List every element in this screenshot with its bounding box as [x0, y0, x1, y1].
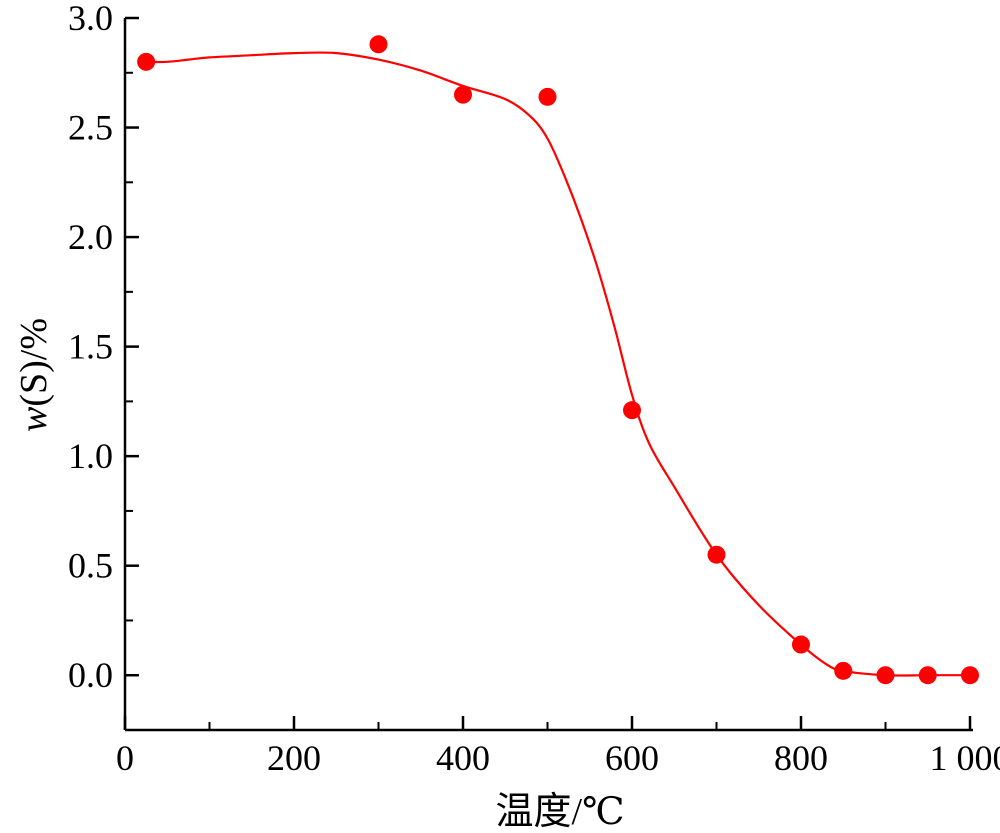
x-tick-label: 0 [116, 738, 134, 778]
y-axis-title-rest: (S)/% [13, 318, 55, 407]
y-tick-label: 3.0 [68, 0, 113, 38]
data-point [538, 87, 557, 106]
data-point [454, 85, 472, 104]
data-point [876, 666, 895, 685]
data-point [137, 52, 156, 71]
y-tick-label: 2.0 [68, 217, 113, 257]
fit-curve [146, 51, 970, 677]
x-tick-labels: 0 200 400 600 800 1 000 [116, 738, 1000, 778]
x-tick-label: 1 000 [930, 738, 1000, 778]
data-point [918, 666, 937, 685]
y-axis-ticks [125, 16, 139, 677]
y-axis-title-italic: w [13, 406, 55, 432]
y-tick-label: 2.5 [68, 108, 113, 148]
x-tick-label: 600 [605, 738, 659, 778]
plot-area: 0.0 0.5 1.0 1.5 2.0 2.5 3.0 0 200 400 600 800 1 000 [68, 0, 1000, 778]
data-points [137, 35, 979, 685]
x-tick-label: 400 [436, 738, 490, 778]
data-point [792, 635, 810, 654]
x-axis-ticks [123, 716, 972, 730]
y-axis-title: w(S)/% [13, 318, 55, 432]
y-tick-label: 1.0 [68, 436, 113, 476]
data-point [961, 666, 979, 685]
y-tick-label: 0.0 [68, 655, 113, 695]
y-tick-labels: 0.0 0.5 1.0 1.5 2.0 2.5 3.0 [68, 0, 113, 695]
x-axis-title: 温度/℃ [495, 791, 624, 833]
x-tick-label: 200 [267, 738, 321, 778]
data-point [623, 401, 641, 420]
data-point [707, 545, 726, 564]
y-tick-label: 0.5 [68, 546, 113, 586]
data-point [834, 661, 853, 680]
x-tick-label: 800 [774, 738, 828, 778]
data-point [369, 35, 388, 54]
y-tick-label: 1.5 [68, 327, 113, 367]
